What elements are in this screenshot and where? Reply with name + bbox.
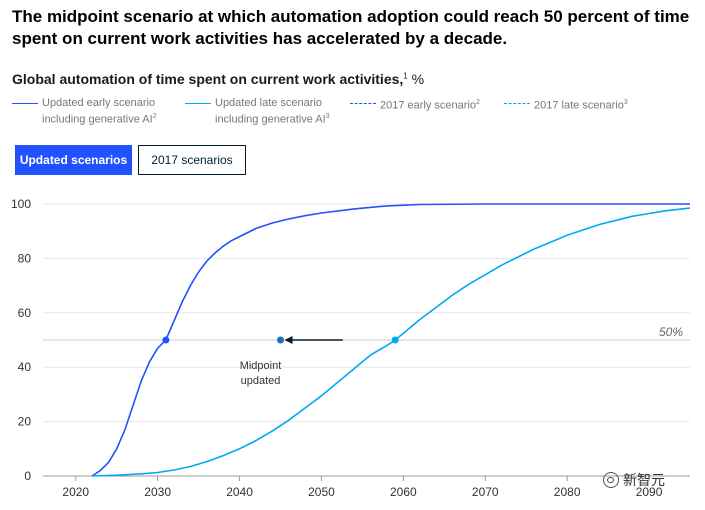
- midpoint-updated-marker: [277, 336, 285, 344]
- legend-footnote: 2: [476, 99, 480, 106]
- updated-scenarios-button[interactable]: Updated scenarios: [15, 145, 132, 175]
- watermark-text: 新智元: [623, 472, 665, 488]
- reference-line-label: 50%: [659, 325, 683, 339]
- legend-label-updated-early: Updated early scenario including generat…: [42, 96, 157, 127]
- x-tick-label: 2040: [226, 485, 253, 499]
- midpoint-marker-updated-early: [162, 336, 170, 344]
- x-tick-label: 2050: [308, 485, 335, 499]
- series-line-updated-late: [92, 207, 691, 477]
- y-tick-label: 0: [24, 469, 31, 483]
- legend-footnote: 3: [325, 113, 330, 120]
- series-line-updated-early: [91, 203, 690, 477]
- x-tick-label: 2060: [390, 485, 417, 499]
- chart-subtitle: Global automation of time spent on curre…: [12, 71, 424, 87]
- legend-footnote: 3: [623, 99, 628, 106]
- watermark: 新智元: [603, 470, 665, 490]
- y-tick-label: 60: [18, 306, 32, 320]
- annotation-line1: Midpoint: [240, 360, 282, 372]
- y-tick-label: 40: [18, 360, 32, 374]
- annotation-line2: updated: [241, 375, 281, 387]
- legend-swatch-updated-late: [185, 103, 211, 104]
- legend-label-updated-late: Updated late scenario including generati…: [215, 96, 330, 127]
- midpoint-arrow-head: [284, 336, 293, 344]
- legend-line1: 2017 late scenario: [534, 99, 624, 112]
- y-tick-label: 20: [18, 415, 32, 429]
- y-tick-label: 100: [11, 197, 31, 211]
- legend-swatch-2017-early: [350, 103, 376, 104]
- x-tick-label: 2030: [144, 485, 171, 499]
- wechat-icon: [603, 472, 619, 488]
- legend-line1: 2017 early scenario: [380, 99, 477, 112]
- legend-swatch-updated-early: [12, 103, 38, 104]
- 2017-scenarios-button[interactable]: 2017 scenarios: [138, 145, 246, 175]
- x-tick-label: 2020: [62, 485, 89, 499]
- legend-line1: Updated early scenario: [42, 97, 156, 109]
- x-tick-label: 2070: [472, 485, 499, 499]
- legend-line1: Updated late scenario: [215, 97, 323, 109]
- legend-swatch-2017-late: [504, 103, 530, 104]
- legend-label-2017-early: 2017 early scenario2: [380, 96, 480, 113]
- headline: The midpoint scenario at which automatio…: [12, 7, 690, 48]
- x-tick-label: 2080: [554, 485, 581, 499]
- legend-footnote: 2: [152, 113, 157, 120]
- x-tick-label: 2090: [636, 485, 663, 499]
- legend-line2: including generative AI: [42, 113, 153, 126]
- subtitle-footnote: 1: [403, 71, 408, 81]
- legend-label-2017-late: 2017 late scenario3: [534, 96, 628, 113]
- midpoint-marker-updated-late: [391, 336, 399, 344]
- legend-line2: including generative AI: [215, 113, 326, 126]
- y-tick-label: 80: [18, 251, 32, 265]
- subtitle-text: Global automation of time spent on curre…: [12, 71, 404, 87]
- subtitle-unit: %: [407, 71, 425, 87]
